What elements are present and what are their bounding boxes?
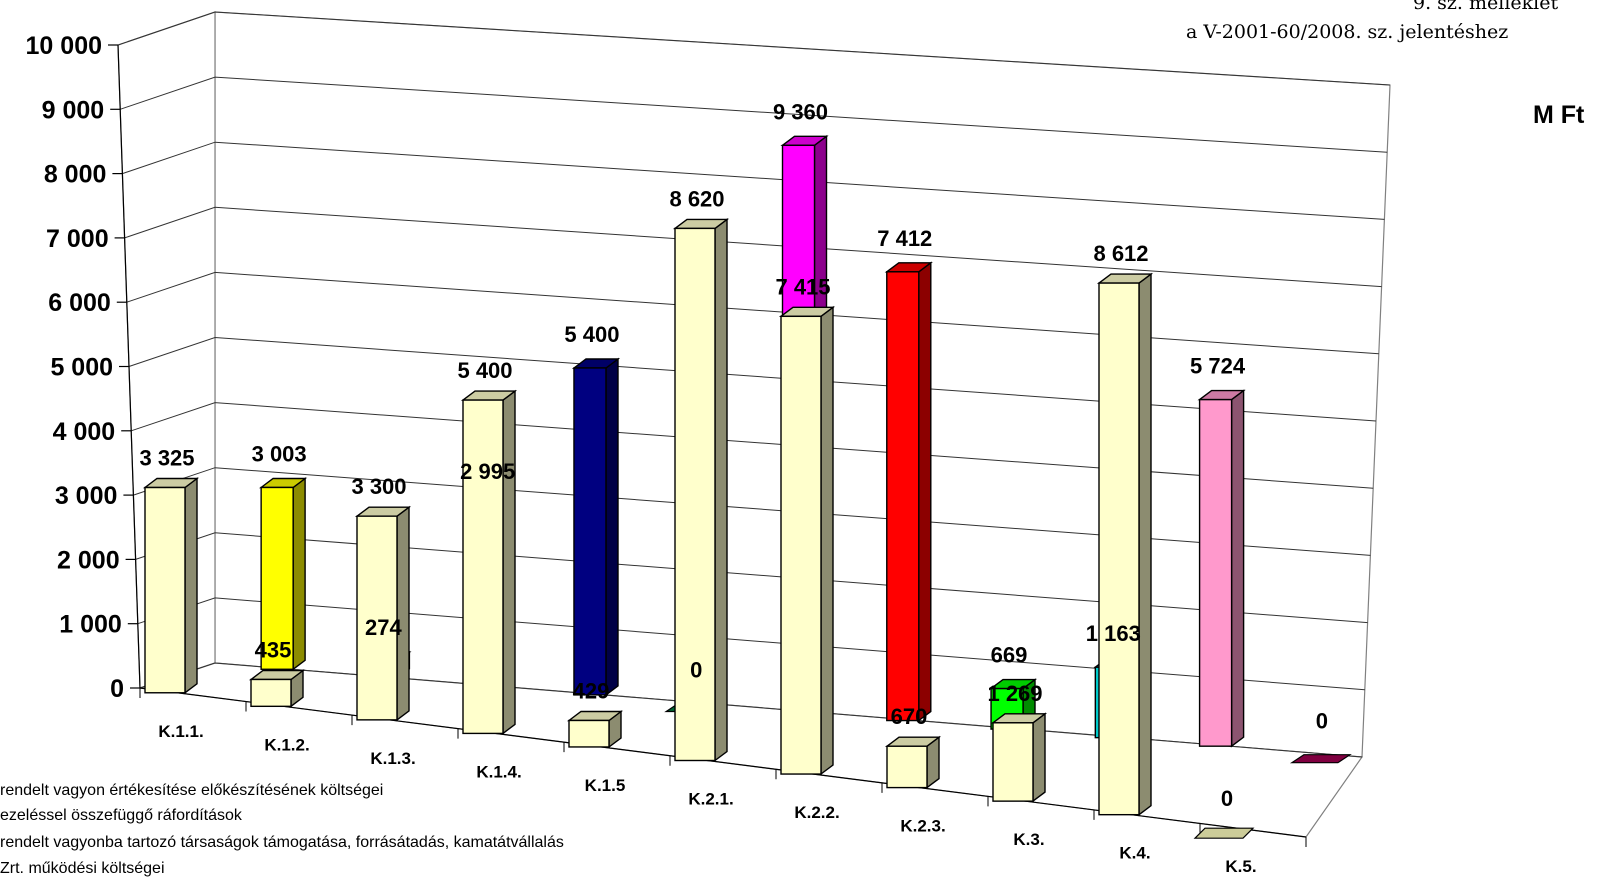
- bar-front-K.1.4.-side: [502, 389, 516, 735]
- unit-label: M Ft: [1533, 101, 1585, 129]
- data-label-back: 5 400: [564, 322, 619, 347]
- y-axis: [117, 44, 141, 689]
- x-tick-label: K.2.2.: [794, 803, 839, 822]
- bar-back-K.1.1.-side: [292, 477, 306, 671]
- annex-number: 9. sz. melléklet: [1413, 0, 1559, 14]
- data-label-front: 3 300: [351, 474, 406, 499]
- bar-back-K.1.4.: [573, 367, 607, 696]
- y-tick-label: 5 000: [50, 354, 113, 382]
- data-label-front: 0: [1221, 786, 1233, 811]
- y-tick-label: 3 000: [55, 482, 118, 510]
- gridline: [131, 402, 1374, 489]
- bar-front-K.4.: [1098, 282, 1140, 816]
- data-label-front: 3 325: [139, 446, 194, 471]
- x-tick-label: K.2.3.: [900, 817, 945, 836]
- data-label-back: 0: [690, 657, 702, 682]
- gridline: [117, 11, 1391, 86]
- bar-back-K.4.: [1198, 398, 1233, 747]
- y-tick-label: 0: [110, 675, 124, 703]
- data-label-front: 8 620: [669, 186, 724, 211]
- bar-back-K.4.-side: [1230, 389, 1245, 748]
- bar-front-K.1.2.: [250, 678, 292, 708]
- data-label-back: 2 995: [460, 459, 515, 484]
- bar-front-K.2.1.-side: [714, 217, 728, 762]
- bar-front-K.3.: [992, 722, 1034, 802]
- bar-front-K.1.1.-side: [184, 477, 198, 695]
- data-label-back: 0: [1316, 709, 1328, 734]
- bar-front-K.2.1.: [674, 227, 716, 762]
- bar-front-K.2.2.: [780, 315, 822, 775]
- y-tick-label: 7 000: [46, 225, 109, 253]
- x-tick-label: K.1.2.: [264, 735, 309, 754]
- bar-back-K.2.2.: [886, 271, 920, 722]
- x-tick-label: K.4.: [1119, 844, 1150, 863]
- x-tick-label: K.1.5: [585, 776, 626, 795]
- bar-front-K.5.: [1193, 827, 1255, 839]
- x-tick-label: K.3.: [1013, 830, 1044, 849]
- data-label-front: 7 415: [775, 274, 830, 299]
- gridline: [124, 206, 1382, 288]
- y-tick-label: 2 000: [57, 546, 120, 574]
- labels: 0 1 000 2 000 3 000 4 000 5 000 6 000 7 000 8 00…: [26, 32, 1328, 876]
- data-label-front: 1 269: [987, 681, 1042, 706]
- legend-item-4: Zrt. működési költségei: [0, 860, 165, 877]
- data-label-front: 670: [891, 704, 928, 729]
- data-label-front: 429: [573, 678, 610, 703]
- gridline: [128, 336, 1377, 422]
- x-tick-label: K.5.: [1225, 857, 1256, 876]
- x-tick-label: K.1.3.: [370, 749, 415, 768]
- data-label-back: 5 724: [1190, 354, 1246, 379]
- bar-back-K.1.4.-side: [605, 357, 619, 697]
- bar-front-K.1.5: [568, 719, 610, 748]
- data-label-front: 8 612: [1093, 241, 1148, 266]
- y-tick-label: 8 000: [44, 161, 107, 189]
- bar-front-K.4.-side: [1138, 272, 1152, 817]
- data-label-back: 7 412: [877, 226, 932, 251]
- data-label-front: 435: [255, 637, 292, 662]
- gridline: [126, 271, 1379, 355]
- data-label-back: 1 163: [1086, 621, 1141, 646]
- annex-report-reference: a V-2001-60/2008. sz. jelentéshez: [1186, 21, 1509, 43]
- y-tick-label: 10 000: [26, 32, 102, 60]
- x-tick-label: K.1.1.: [158, 722, 203, 741]
- data-label-back: 669: [991, 643, 1028, 668]
- gridline: [120, 76, 1388, 153]
- bar-front-K.1.4.: [462, 399, 504, 735]
- y-tick-label: 4 000: [53, 418, 116, 446]
- legend-item-2: ezeléssel összefüggő ráfordítások: [0, 807, 242, 824]
- gridline: [122, 141, 1385, 220]
- bar-front-K.1.3.: [356, 515, 398, 721]
- data-label-back: 9 360: [773, 99, 828, 124]
- bar-back-K.5.: [1289, 754, 1352, 764]
- legend-item-3: rendelt vagyonba tartozó társaságok támo…: [0, 834, 564, 851]
- y-tick-label: 6 000: [48, 289, 111, 317]
- x-tick-label: K.1.4.: [476, 762, 521, 781]
- bar-back-K.2.2.-side: [918, 261, 932, 722]
- bar-back-K.1.1.: [260, 486, 294, 670]
- bar-front-K.3.-side: [1032, 712, 1046, 803]
- y-tick-label: 1 000: [59, 611, 122, 639]
- bar-front-K.2.2.-side: [820, 305, 834, 776]
- bar-front-K.1.3.-side: [396, 505, 410, 722]
- bar-front-K.1.1.: [144, 486, 186, 694]
- bar-front-K.2.3.: [886, 745, 928, 789]
- data-label-back: 274: [365, 615, 402, 640]
- bars: [142, 134, 1352, 839]
- data-label-front: 5 400: [457, 358, 512, 383]
- data-label-back: 3 003: [252, 441, 307, 466]
- y-tick-label: 9 000: [42, 96, 105, 124]
- x-tick-label: K.2.1.: [688, 790, 733, 809]
- legend-item-1: rendelt vagyon értékesítése előkészítésé…: [0, 782, 384, 799]
